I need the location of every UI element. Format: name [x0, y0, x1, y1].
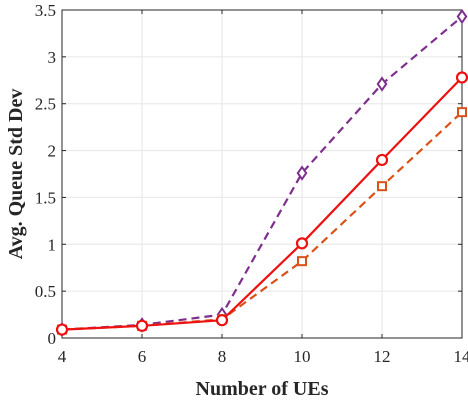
x-tick-label: 12	[374, 347, 391, 366]
data-point-diamond	[456, 8, 468, 25]
x-tick-label: 8	[218, 347, 227, 366]
y-tick-label: 2	[48, 142, 57, 161]
data-point-square	[457, 107, 467, 118]
plot-area	[61, 9, 463, 339]
y-tick-label: 0.5	[35, 282, 56, 301]
data-point-square	[377, 181, 387, 192]
data-point-circle	[295, 237, 309, 250]
data-point-circle	[455, 71, 468, 84]
y-axis-title: Avg. Queue Std Dev	[5, 89, 27, 260]
y-tick-label: 1	[48, 235, 57, 254]
x-tick-label: 4	[58, 347, 67, 366]
y-tick-label: 3.5	[35, 1, 56, 20]
axis-ticks: 4 6 8 10 12 14 0 0.5 1 1.5 2 2.5 3 3.5	[35, 1, 468, 366]
y-tick-label: 2.5	[35, 95, 56, 114]
series-line	[61, 76, 463, 331]
series-diamond	[56, 8, 468, 338]
data-point-circle	[375, 153, 389, 167]
y-tick-label: 0	[48, 329, 57, 348]
data-point-circle	[135, 319, 149, 332]
grid	[61, 9, 463, 339]
series-square	[57, 107, 467, 335]
x-tick-label: 14	[454, 347, 468, 366]
series-line	[61, 111, 463, 331]
x-tick-label: 10	[294, 347, 311, 366]
series-layer	[55, 8, 468, 338]
data-point-square	[297, 256, 307, 267]
y-tick-label: 3	[48, 48, 57, 67]
data-point-circle	[55, 323, 69, 336]
x-tick-label: 6	[138, 347, 147, 366]
x-axis-title: Number of UEs	[196, 378, 329, 400]
series-circle	[55, 71, 468, 336]
data-point-diamond	[376, 76, 388, 92]
data-point-circle	[215, 314, 229, 327]
data-point-diamond	[296, 165, 308, 181]
y-tick-label: 1.5	[35, 188, 56, 207]
